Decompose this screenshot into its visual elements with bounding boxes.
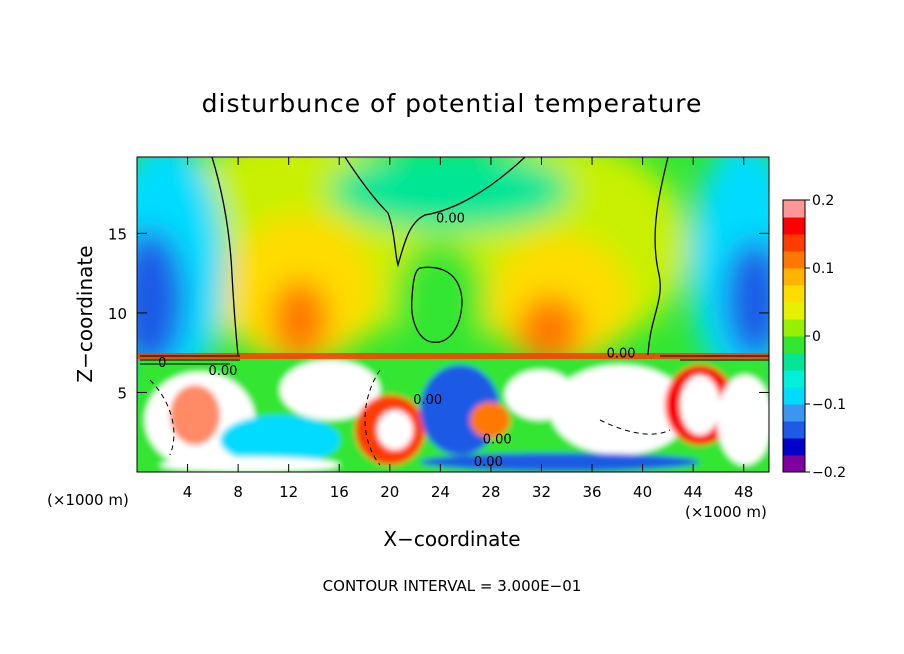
colorbar-swatch [783,370,805,388]
x-tick-label: 8 [233,483,243,501]
contour-label: 0.00 [483,433,512,448]
contour-label: 0 [158,356,166,371]
x-unit-left: (×1000 m) [47,491,129,509]
contour-label: 0.00 [413,393,442,408]
contour-label: 0.00 [474,455,503,470]
plot-field [137,157,769,472]
chart-title: disturbunce of potential temperature [202,89,703,118]
colorbar-swatch [783,285,805,303]
colorbar-swatch [783,302,805,320]
colorbar-swatch [783,438,805,456]
y-tick-label: 15 [108,225,127,243]
colorbar-swatch [783,251,805,269]
y-axis: 5 10 15 [108,225,769,402]
colorbar-swatch [783,319,805,337]
y-tick-label: 5 [117,384,127,402]
x-tick-label: 16 [330,483,349,501]
colorbar-swatch [783,404,805,422]
colorbar-swatch [783,421,805,439]
colorbar-swatch [783,268,805,286]
inversion-band [137,353,769,359]
contour-label: 0.00 [607,347,636,362]
y-tick-label: 10 [108,305,127,323]
plot-frame [136,156,770,473]
x-tick-label: 40 [633,483,652,501]
colorbar-swatch [783,217,805,235]
x-tick-label: 32 [532,483,551,501]
x-unit-right: (×1000 m) [685,503,767,521]
colorbar-tick-label: 0.2 [812,193,834,209]
x-axis: 4 8 12 16 20 24 28 32 36 40 44 48 [183,157,753,501]
colorbar-tick-label: −0.1 [812,397,846,413]
x-tick-label: 24 [431,483,450,501]
y-axis-label: Z−coordinate [73,245,97,382]
colorbar-swatch [783,200,805,218]
contour-labels: 0.00 0.00 0.00 0.00 0.00 0.00 0 [158,211,635,469]
colorbar: 0.2 0.1 0 −0.1 −0.2 [782,193,846,481]
colorbar-tick-label: 0 [812,329,821,345]
contour-label: 0.00 [436,211,465,226]
colorbar-tick-label: −0.2 [812,465,846,481]
colorbar-swatch [783,336,805,354]
x-tick-label: 28 [481,483,500,501]
x-axis-label: X−coordinate [383,527,520,551]
x-tick-label: 48 [734,483,753,501]
colorbar-swatch [783,455,805,473]
colorbar-swatch [783,387,805,405]
x-tick-label: 44 [684,483,703,501]
x-tick-label: 20 [380,483,399,501]
colorbar-swatch [783,353,805,371]
contour-interval-note: CONTOUR INTERVAL = 3.000E−01 [323,577,582,595]
colorbar-swatch [783,234,805,252]
contour-lines [140,157,769,466]
lower-field [137,357,769,472]
colorbar-tick-label: 0.1 [812,261,834,277]
x-tick-label: 4 [183,483,193,501]
x-tick-label: 12 [279,483,298,501]
contour-label: 0.00 [208,364,237,379]
x-tick-label: 36 [582,483,601,501]
